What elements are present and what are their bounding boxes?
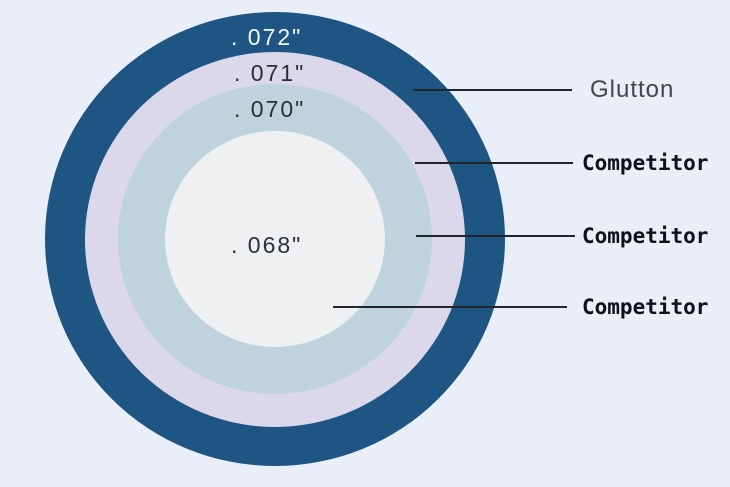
callout-label-competitor-068: Competitor bbox=[582, 295, 709, 319]
leader-line-competitor-068 bbox=[333, 306, 567, 308]
callout-label-competitor-071: Competitor bbox=[582, 151, 709, 175]
size-label-070: . 070" bbox=[234, 96, 306, 122]
leader-line-competitor-071 bbox=[415, 162, 573, 164]
ring-competitor-068 bbox=[165, 131, 385, 347]
size-label-072: . 072" bbox=[231, 24, 303, 50]
callout-label-glutton: Glutton bbox=[590, 76, 675, 103]
size-label-071: . 071" bbox=[234, 60, 306, 86]
size-label-068: . 068" bbox=[231, 232, 303, 258]
leader-line-glutton bbox=[413, 89, 572, 91]
leader-line-competitor-070 bbox=[416, 235, 575, 237]
callout-label-competitor-070: Competitor bbox=[582, 224, 709, 248]
